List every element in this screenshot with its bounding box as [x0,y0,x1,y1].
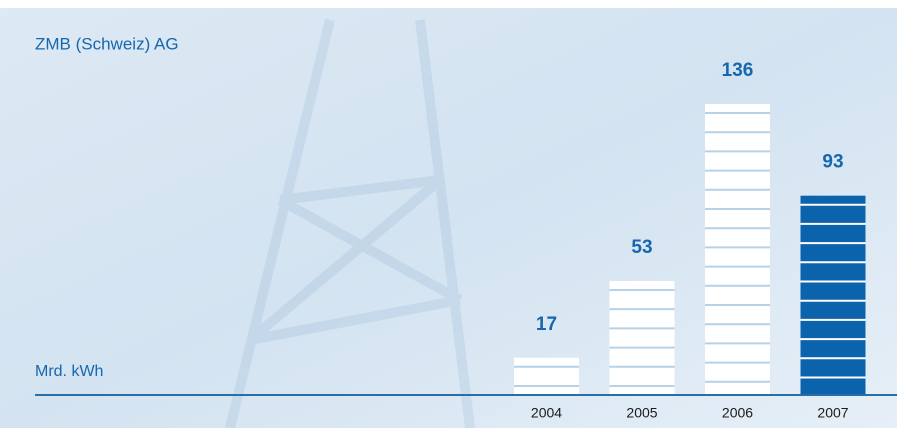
x-tick-label: 2006 [722,405,753,421]
bar [800,195,866,394]
x-tick-label: 2004 [531,405,562,421]
unit-label: Mrd. kWh [35,363,103,380]
value-label: 17 [536,314,557,335]
x-tick-label: 2005 [626,405,657,421]
value-label: 136 [722,60,754,81]
chart-title: ZMB (Schweiz) AG [35,34,179,53]
bar [705,104,770,394]
value-label: 53 [631,237,652,258]
bar [609,280,675,394]
bar [514,357,579,394]
value-label: 93 [822,152,843,173]
tower-silhouette [225,18,475,428]
x-tick-label: 2007 [817,405,848,421]
